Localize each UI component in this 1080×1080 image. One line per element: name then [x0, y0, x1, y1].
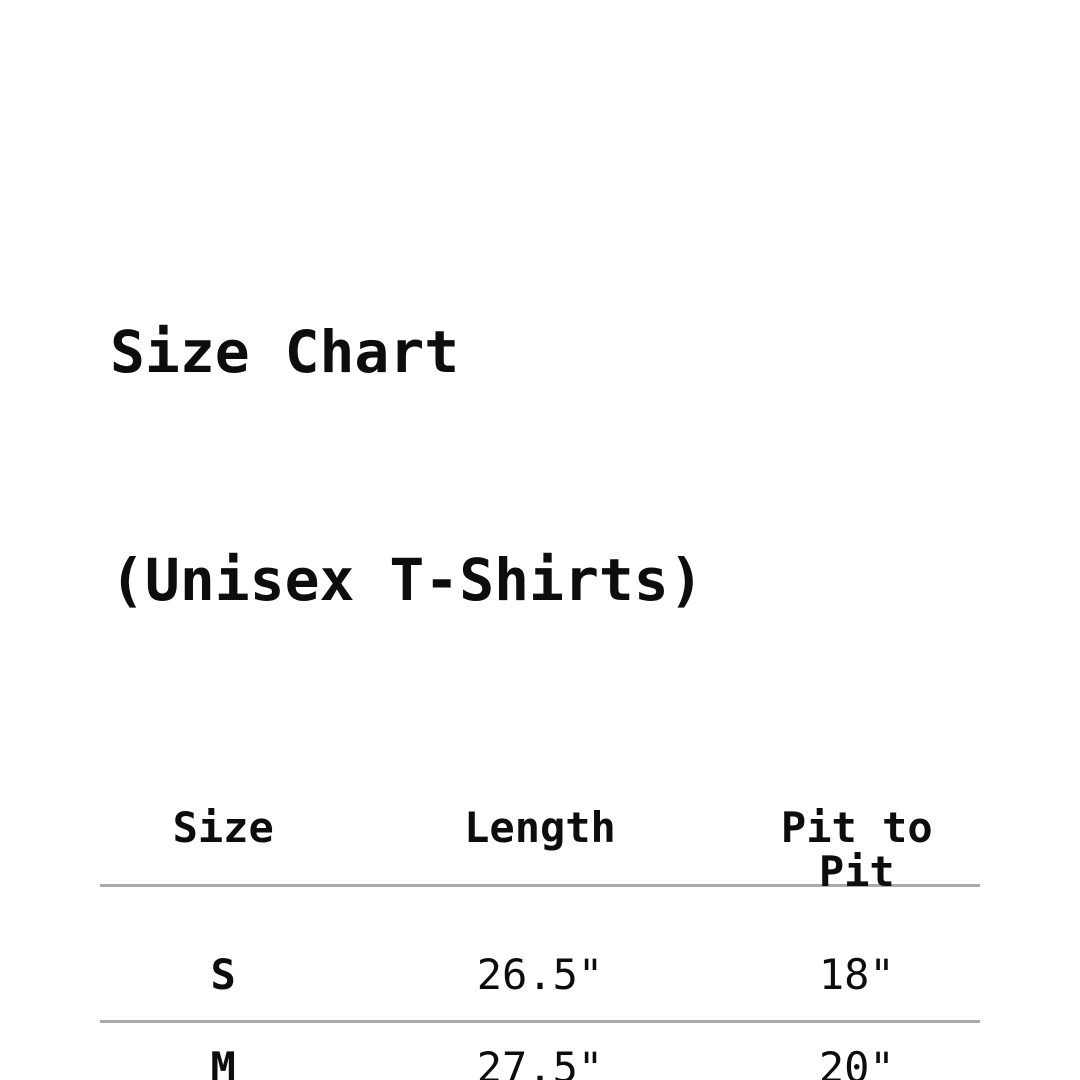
- cell-m-size: M: [210, 1042, 236, 1080]
- size-table: Size Length Pit to Pit S 26.5" 18" M 27.…: [100, 806, 980, 1080]
- cell-m-pit: 20": [818, 1042, 895, 1080]
- divider-under-header: [100, 884, 980, 887]
- header-size: Size: [172, 803, 274, 852]
- header-pit-to-pit: Pit to Pit: [780, 803, 933, 896]
- cell-s-pit: 18": [818, 950, 895, 999]
- table-header-row: Size Length Pit to Pit: [100, 803, 980, 896]
- header-length: Length: [464, 803, 616, 852]
- cell-s-size: S: [210, 950, 236, 999]
- divider-row-s-m: [100, 1020, 980, 1023]
- table-row-m: M 27.5" 20": [100, 1023, 980, 1080]
- cell-m-length: 27.5": [476, 1042, 604, 1080]
- cell-s-length: 26.5": [476, 950, 604, 999]
- page-title-line1: Size Chart: [110, 318, 460, 386]
- page-title-line2: (Unisex T-Shirts): [110, 546, 704, 614]
- page-title: Size Chart (Unisex T-Shirts): [110, 162, 1080, 770]
- table-row-s: S 26.5" 18": [100, 929, 980, 1020]
